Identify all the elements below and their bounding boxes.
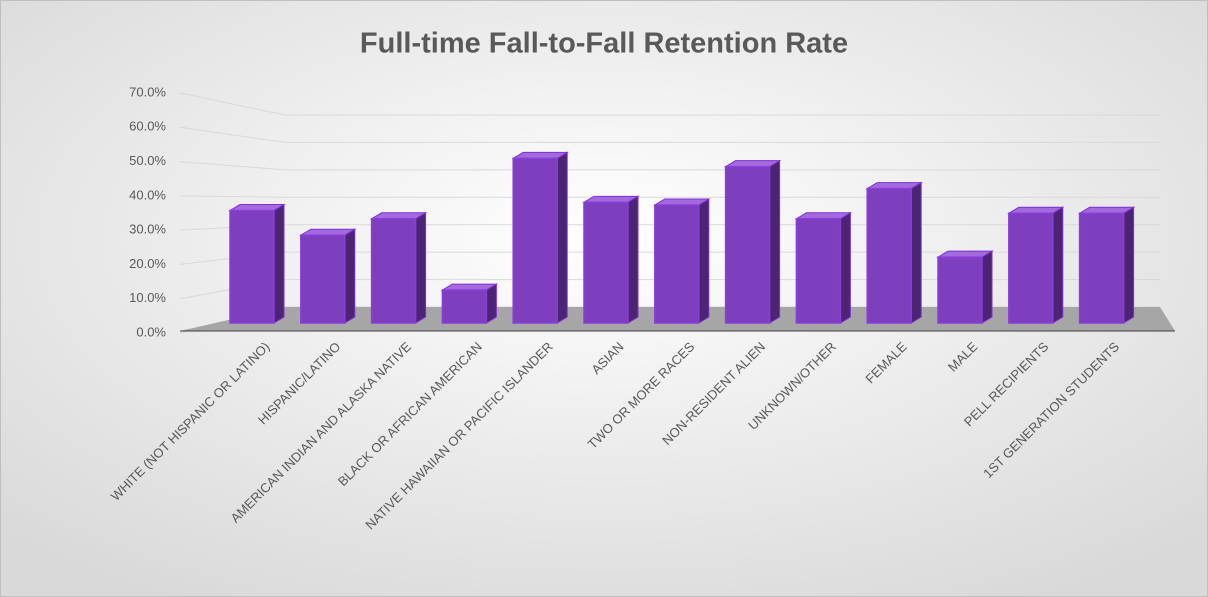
y-tick-label: 0.0% (136, 324, 166, 339)
bar (582, 195, 640, 324)
bar-side (556, 151, 568, 324)
y-tick-label: 50.0% (129, 153, 166, 168)
bar-side (769, 159, 781, 324)
grid-line (179, 161, 1160, 171)
y-tick-label: 20.0% (129, 256, 166, 271)
bar-top (652, 198, 711, 206)
bar-front (1008, 212, 1054, 324)
bar (228, 203, 286, 324)
bar-front (654, 204, 700, 324)
bar (865, 181, 924, 324)
bar-side (273, 203, 285, 324)
bar-side (910, 181, 922, 324)
bar-front (300, 234, 346, 324)
bar-front (795, 218, 842, 324)
bar-top (298, 228, 357, 236)
bar-front (441, 289, 488, 324)
y-tick-label: 10.0% (129, 290, 166, 305)
bar-top (1006, 206, 1065, 214)
bar (652, 198, 711, 324)
bar-front (1078, 212, 1125, 324)
chart-title: Full-time Fall-to-Fall Retention Rate (360, 28, 848, 60)
y-tick-label: 70.0% (129, 84, 166, 99)
y-tick-label: 40.0% (129, 187, 166, 202)
bar-side (1052, 206, 1064, 324)
bar (1077, 206, 1136, 324)
bar-front (724, 165, 771, 324)
bar-front (583, 201, 629, 324)
bar-side (698, 198, 710, 324)
bar-top (582, 195, 640, 203)
bar-side (485, 283, 497, 324)
grid-line (179, 126, 1160, 143)
grid-line (179, 92, 1160, 116)
bar-front (866, 187, 912, 324)
bar-side (344, 228, 356, 324)
bar-top (228, 204, 286, 212)
y-tick-label: 30.0% (129, 222, 166, 237)
bar (298, 228, 357, 324)
bar-side (627, 195, 639, 324)
bar-top (369, 212, 428, 220)
bar (936, 250, 994, 324)
bar (723, 159, 782, 324)
bar-front (229, 209, 275, 324)
bar (1006, 206, 1065, 324)
bar-top (936, 250, 994, 258)
bar-side (415, 211, 427, 324)
bar-top (511, 151, 570, 159)
bar-front (370, 218, 417, 324)
bar (440, 283, 499, 324)
bar-top (794, 212, 853, 220)
bar-top (865, 182, 924, 190)
bar-top (1077, 206, 1136, 214)
bar (794, 211, 853, 324)
bar (369, 211, 428, 324)
bar-side (839, 211, 851, 324)
bar (511, 151, 570, 324)
bar-front (512, 157, 558, 324)
bar-front (937, 256, 983, 324)
y-tick-label: 60.0% (129, 119, 166, 134)
bar-side (981, 250, 993, 324)
bar-side (1123, 206, 1135, 324)
bar-top (440, 283, 499, 291)
bar-top (723, 160, 782, 168)
